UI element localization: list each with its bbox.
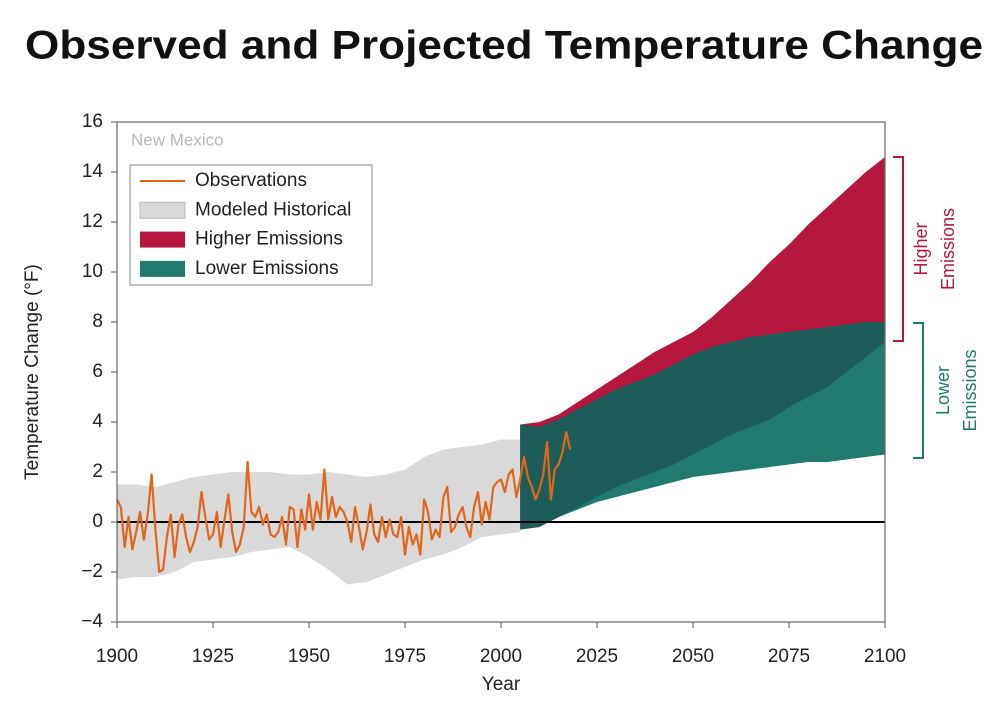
x-tick-label: 1925: [192, 646, 234, 667]
legend-label: Higher Emissions: [195, 229, 343, 250]
x-tick-label: 2075: [768, 646, 810, 667]
legend-swatch: [140, 260, 185, 277]
chart-title: Observed and Projected Temperature Chang…: [25, 24, 983, 68]
x-tick-label: 1900: [96, 646, 138, 667]
x-tick-label: 2050: [672, 646, 714, 667]
x-tick-label: 1950: [288, 646, 330, 667]
bracket-label: Higher: [911, 222, 931, 275]
y-tick-label: 0: [92, 511, 103, 532]
y-axis-label: Temperature Change (°F): [22, 264, 43, 480]
y-tick-label: −2: [81, 561, 103, 582]
x-tick-label: 2100: [864, 646, 906, 667]
legend-swatch: [140, 231, 185, 248]
bracket-label: Emissions: [960, 349, 980, 431]
bracket-label: Lower: [933, 366, 953, 415]
band-overlap: [520, 322, 885, 530]
y-tick-label: 6: [92, 361, 103, 382]
region-label: New Mexico: [131, 130, 224, 149]
bracket-label: Emissions: [938, 208, 958, 290]
observation-line: [116, 430, 572, 574]
legend-label: Observations: [195, 170, 307, 191]
x-tick-label: 1975: [384, 646, 426, 667]
y-tick-label: 8: [92, 311, 103, 332]
y-tick-label: 2: [92, 461, 103, 482]
y-tick-label: 10: [82, 261, 103, 282]
y-tick-label: 12: [82, 211, 103, 232]
bracket: [893, 156, 904, 342]
legend-label: Lower Emissions: [195, 258, 339, 279]
y-tick-label: 16: [82, 111, 103, 132]
x-axis-label: Year: [482, 674, 521, 695]
x-tick-label: 2000: [480, 646, 522, 667]
legend-label: Modeled Historical: [195, 199, 351, 220]
y-tick-label: −4: [81, 611, 103, 632]
legend-swatch: [139, 201, 186, 219]
bracket: [913, 322, 924, 459]
x-tick-label: 2025: [576, 646, 618, 667]
y-tick-label: 4: [92, 411, 103, 432]
y-tick-label: 14: [82, 161, 104, 182]
